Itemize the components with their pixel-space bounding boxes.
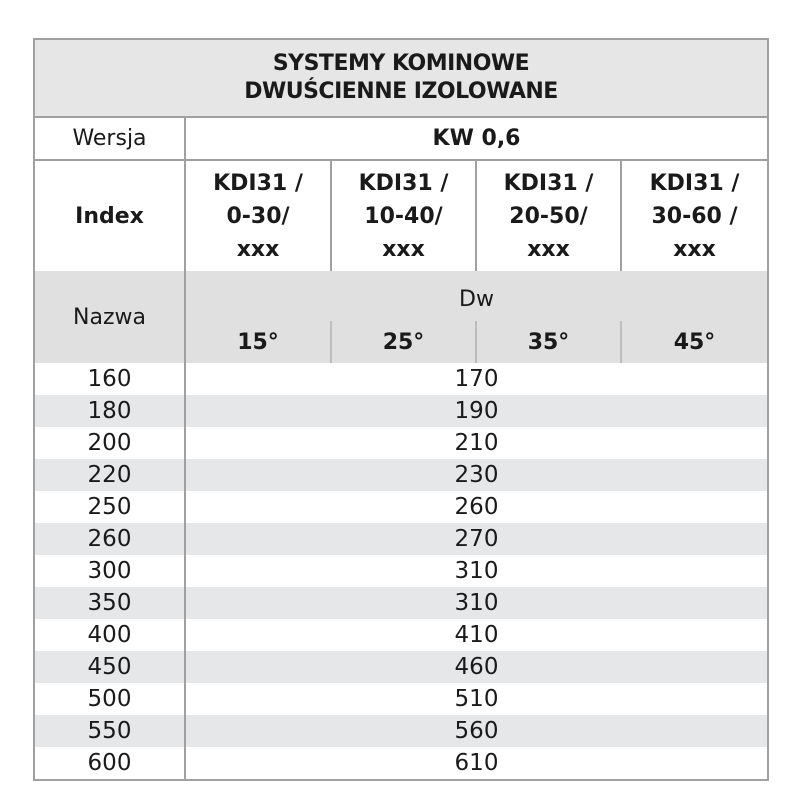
nazwa-cell: 260 (34, 523, 186, 555)
dw-cell: 210 (454, 430, 499, 456)
dw-cell: 560 (185, 715, 769, 747)
dw-cell: 170 (454, 366, 499, 392)
nazwa-cell: 600 (34, 747, 186, 780)
angle-15: 15° (185, 321, 331, 363)
dw-label: Dw (185, 271, 769, 321)
dw-cell: 270 (185, 523, 769, 555)
dw-cell: 310 (185, 587, 769, 619)
angle-45: 45° (619, 321, 769, 363)
nazwa-cell: 500 (34, 683, 186, 715)
dw-cell: 230 (185, 459, 769, 491)
angle-25: 25° (330, 321, 476, 363)
nazwa-cell: 180 (34, 395, 186, 427)
angle-35: 35° (475, 321, 621, 363)
dw-cell: 260 (454, 494, 499, 520)
table-row: 600 610 (34, 747, 768, 780)
dw-cell: 410 (454, 622, 499, 648)
dw-cell: 510 (454, 686, 499, 712)
index-label: Index (34, 160, 186, 271)
wersja-label: Wersja (34, 117, 186, 161)
nazwa-cell: 200 (34, 427, 186, 459)
table-row: 550 560 (34, 715, 769, 747)
wersja-value: KW 0,6 (185, 117, 769, 161)
nazwa-cell: 450 (34, 651, 186, 683)
dw-cell: 190 (185, 395, 769, 427)
index-col-2: KDI31 /10-40/xxx (330, 160, 476, 271)
table-row: 180 190 (34, 395, 769, 427)
table-row: 300 310 (34, 555, 768, 587)
table-row: 160 170 (34, 363, 768, 395)
dw-cell: 610 (454, 750, 499, 776)
table-row: 220 230 (34, 459, 769, 491)
index-col-1: KDI31 /0-30/xxx (213, 170, 303, 262)
table-row: 500 510 (34, 683, 768, 715)
nazwa-cell: 550 (34, 715, 186, 747)
dw-cell: 310 (454, 558, 499, 584)
chimney-spec-table: SYSTEMY KOMINOWE DWUŚCIENNE IZOLOWANE We… (33, 38, 770, 781)
table-row: 250 260 (34, 491, 768, 523)
table-row: 350 310 (34, 587, 769, 619)
nazwa-cell: 400 (34, 619, 186, 651)
nazwa-cell: 220 (34, 459, 186, 491)
nazwa-cell: 250 (34, 491, 186, 523)
title-line-1: SYSTEMY KOMINOWE (272, 51, 530, 76)
nazwa-cell: 300 (34, 555, 186, 587)
title-line-2: DWUŚCIENNE IZOLOWANE (244, 79, 558, 104)
nazwa-label: Nazwa (34, 271, 186, 363)
table-row: 450 460 (34, 651, 769, 683)
nazwa-cell: 350 (34, 587, 186, 619)
table-row: 200 210 (34, 427, 768, 459)
dw-cell: 460 (185, 651, 769, 683)
index-col-4: KDI31 /30-60 /xxx (619, 160, 769, 271)
index-col-3: KDI31 /20-50/xxx (475, 160, 621, 271)
table-title: SYSTEMY KOMINOWE DWUŚCIENNE IZOLOWANE (34, 39, 769, 118)
table-row: 260 270 (34, 523, 769, 555)
table-row: 400 410 (34, 619, 768, 651)
nazwa-cell: 160 (34, 363, 186, 395)
